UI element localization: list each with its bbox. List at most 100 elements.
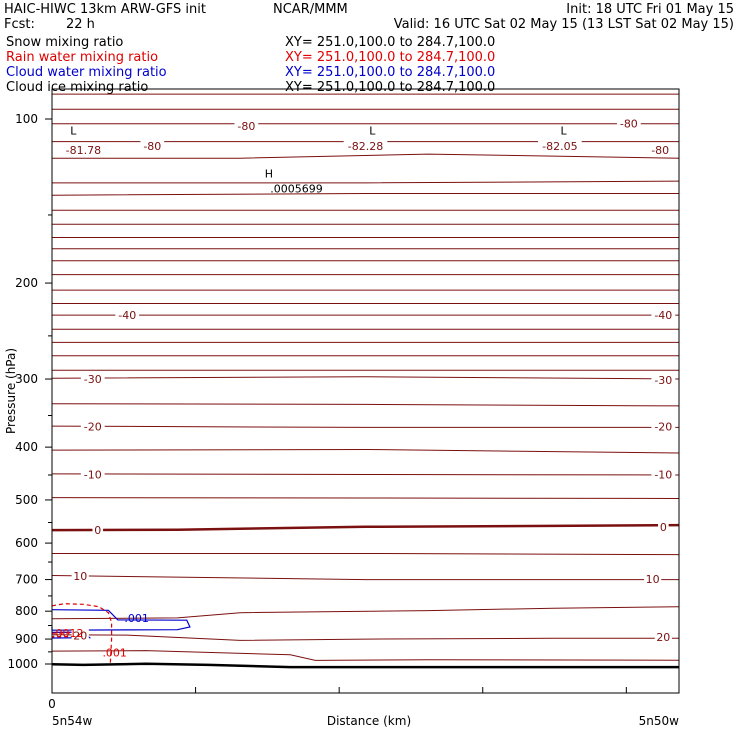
isotherm-label: -20 (654, 421, 672, 434)
isotherm-line (51, 497, 680, 499)
x-axis-label: Distance (km) (327, 714, 411, 728)
isotherm-label: 0 (660, 521, 667, 534)
isotherm-line (51, 403, 680, 407)
isotherm-line (51, 448, 680, 454)
x-tick-label-zero: 0 (48, 697, 56, 711)
rain-water-contour (51, 603, 113, 665)
high-marker: H (265, 168, 273, 181)
isotherm-label-bg (651, 308, 676, 322)
isotherm-label-bg (80, 372, 105, 386)
x-start-label: 5n54w (52, 714, 93, 728)
isotherm-label: 10 (73, 570, 87, 583)
isotherm-label: 0 (94, 524, 101, 537)
field-xy-cloud-ice: XY= 251.0,100.0 to 284.7,100.0 (285, 80, 496, 95)
field-xy-snow: XY= 251.0,100.0 to 284.7,100.0 (285, 35, 496, 50)
low-marker: L (70, 125, 77, 138)
value-annotation: .001 (124, 612, 149, 625)
isotherm-label: 20 (656, 631, 670, 644)
isotherm-line (52, 553, 680, 556)
value-annotation: .0005699 (270, 182, 323, 195)
value-annotation: .001 (102, 646, 127, 659)
isotherm-line (51, 376, 680, 380)
isotherm-label: -80 (237, 120, 255, 133)
surface-line (51, 662, 679, 669)
y-tick-label: 600 (15, 536, 38, 550)
isotherm-line (51, 606, 680, 620)
isotherm-line (52, 153, 680, 159)
isotherm-label-bg (651, 467, 676, 481)
isotherm-label-bg (140, 138, 165, 152)
isotherm-label-bg (61, 143, 106, 157)
isotherm-label: -82.05 (542, 140, 577, 153)
isotherm-label-bg (616, 116, 641, 130)
x-end-label: 5n50w (639, 714, 680, 728)
y-tick-label: 800 (15, 604, 38, 618)
contour-labels: -81.78 -80 -80 -82.28 -82.05 -80 -80 -40 -40 -30 -… (52, 116, 676, 659)
plot-frame (51, 88, 680, 694)
isotherm-label: -80 (143, 140, 161, 153)
isotherm-label: -40 (654, 309, 672, 322)
isotherm-label-bg (92, 523, 104, 537)
value-annotation: .0012 (52, 627, 84, 640)
isotherm-label: -10 (654, 468, 672, 481)
isotherm-label: -30 (654, 374, 672, 387)
low-marker: L (561, 125, 568, 138)
y-tick-label: 700 (15, 573, 38, 587)
isotherm-label-bg (538, 138, 582, 152)
y-tick-label: 400 (15, 440, 38, 454)
isotherm-label: -10 (84, 468, 102, 481)
isotherm-label-bg (658, 519, 669, 533)
isotherm-label-bg (654, 629, 672, 643)
isotherm-label-bg (80, 467, 105, 481)
field-name-rain: Rain water mixing ratio (6, 50, 159, 65)
fcst-value: 22 h (66, 17, 95, 32)
field-name-snow: Snow mixing ratio (6, 35, 124, 50)
isotherm-label: 20 (73, 629, 87, 642)
y-tick-label: 900 (15, 632, 38, 646)
y-axis: 100 200 300 400 500 600 700 800 900 1000 (7, 112, 52, 671)
isotherm-label-bg (115, 308, 140, 322)
fcst-label: Fcst: (4, 17, 35, 32)
isotherm-line (52, 180, 680, 184)
temperature-contours (51, 93, 680, 669)
valid-time: Valid: 16 UTC Sat 02 May 15 (13 LST Sat … (393, 17, 734, 32)
isotherm-line (51, 650, 680, 661)
isotherm-label-bg (71, 568, 89, 582)
isotherm-label-bg (234, 118, 259, 132)
isotherm-label-bg (80, 419, 105, 433)
isotherm-label: -30 (84, 373, 102, 386)
field-xy-cloud-water: XY= 251.0,100.0 to 284.7,100.0 (285, 65, 496, 80)
field-name-cloud-water: Cloud water mixing ratio (6, 65, 167, 80)
isotherm-line (51, 193, 679, 196)
chart-title: HAIC-HIWC 13km ARW-GFS init (4, 2, 206, 17)
isotherm-label: -82.28 (348, 140, 383, 153)
isotherm-label-bg (651, 372, 676, 386)
rain-water-contour-small (51, 632, 82, 638)
isotherm-label: -81.78 (66, 144, 101, 157)
init-time: Init: 18 UTC Fri 01 May 15 (566, 2, 734, 17)
isotherm-label: -80 (620, 118, 638, 131)
isotherm-label-bg (343, 138, 388, 152)
y-tick-label: 100 (15, 112, 38, 126)
y-tick-label: 200 (15, 276, 38, 290)
isotherm-line (51, 425, 679, 428)
isotherm-line (51, 473, 680, 476)
isotherm-label-bg (71, 628, 89, 642)
x-axis (51, 687, 627, 693)
isotherm-label: -40 (118, 309, 136, 322)
freezing-level-line (51, 523, 680, 532)
isotherm-label: -20 (84, 421, 102, 434)
y-axis-label: Pressure (hPa) (4, 348, 18, 434)
y-tick-label: 1000 (7, 657, 38, 671)
isotherm-line (51, 634, 679, 641)
isotherm-label-bg (648, 143, 673, 157)
isotherm-label: 10 (646, 573, 660, 586)
isotherm-label: -80 (651, 144, 669, 157)
field-xy-rain: XY= 251.0,100.0 to 284.7,100.0 (285, 50, 496, 65)
y-tick-label: 300 (15, 372, 38, 386)
low-marker: L (369, 125, 376, 138)
org-label: NCAR/MMM (273, 2, 348, 17)
isotherm-label-bg (644, 572, 662, 586)
y-tick-label: 500 (15, 493, 38, 507)
